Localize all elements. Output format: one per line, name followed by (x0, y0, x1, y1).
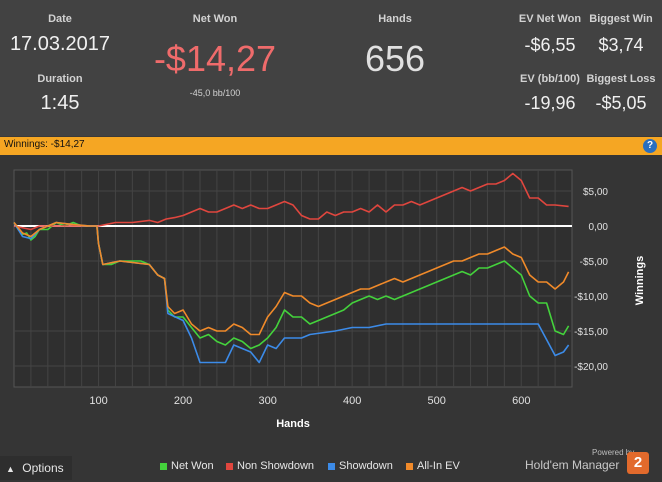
brand-logo-badge: 2 (627, 452, 649, 474)
y-tick-label: -$10,00 (574, 292, 608, 303)
options-button[interactable]: ▲ Options (0, 456, 72, 480)
legend-item-net-won[interactable]: Net Won (160, 460, 214, 472)
biggest-win-value: $3,74 (598, 35, 644, 55)
series-line-all-in-ev (13, 221, 570, 336)
x-tick-label: 400 (343, 395, 361, 407)
powered-by-text: Powered by (592, 448, 635, 457)
hands-value: 656 (364, 38, 426, 79)
y-axis-label: Winnings (634, 256, 646, 305)
legend-item-all-in-ev[interactable]: All-In EV (406, 460, 460, 472)
date-value: 17.03.2017 (9, 33, 111, 55)
x-tick-label: 500 (428, 395, 446, 407)
net-won-label: Net Won (192, 13, 238, 25)
ev-net-won-label: EV Net Won (518, 13, 582, 25)
stats-panel: Date 17.03.2017 Duration 1:45 Net Won -$… (0, 0, 662, 136)
legend-label-net-won: Net Won (171, 460, 214, 472)
y-tick-label: -$15,00 (574, 327, 608, 338)
winnings-bar: Winnings: -$14,27 ? (0, 137, 662, 155)
chevron-up-icon: ▲ (6, 464, 15, 474)
y-tick-label: $5,00 (583, 187, 608, 198)
brand-name: Hold'em Manager (525, 458, 620, 472)
y-tick-label: 0,00 (589, 222, 609, 233)
legend-swatch-net-won (160, 462, 167, 470)
legend-item-non-showdown[interactable]: Non Showdown (226, 460, 314, 472)
x-tick-label: 200 (174, 395, 192, 407)
biggest-loss-value: -$5,05 (595, 93, 647, 113)
winnings-chart-area: 100 200 300 400 500 600 $5,00 0,00 -$5,00 -$10,00… (0, 155, 662, 482)
date-label: Date (48, 13, 72, 25)
legend-swatch-showdown (328, 462, 335, 470)
options-label: Options (22, 461, 64, 475)
x-tick-label: 300 (258, 395, 276, 407)
net-won-value: -$14,27 (153, 38, 277, 79)
y-tick-label: -$20,00 (574, 362, 608, 373)
legend-label-showdown: Showdown (339, 460, 393, 472)
x-tick-label: 100 (89, 395, 107, 407)
winnings-chart: 100 200 300 400 500 600 $5,00 0,00 -$5,00 -$10,00… (13, 169, 646, 430)
biggest-loss-label: Biggest Loss (586, 73, 656, 85)
duration-value: 1:45 (40, 92, 80, 114)
x-tick-label: 600 (512, 395, 530, 407)
ev-bb100-label: EV (bb/100) (520, 73, 580, 85)
series-line-non-showdown (13, 172, 569, 231)
ev-bb100-value: -19,96 (524, 93, 576, 113)
hands-label: Hands (378, 13, 412, 25)
help-icon[interactable]: ? (643, 139, 657, 153)
legend-label-non-showdown: Non Showdown (237, 460, 315, 472)
x-axis-label: Hands (276, 418, 310, 430)
legend-swatch-all-in-ev (406, 462, 413, 470)
y-tick-label: -$5,00 (580, 257, 609, 268)
legend-label-all-in-ev: All-In EV (417, 460, 460, 472)
legend-swatch-non-showdown (226, 462, 233, 470)
legend-item-showdown[interactable]: Showdown (328, 460, 393, 472)
duration-label: Duration (37, 73, 83, 85)
winnings-title: Winnings: -$14,27 (4, 139, 85, 150)
plot-background (13, 169, 573, 388)
ev-net-won-value: -$6,55 (524, 35, 576, 55)
net-won-bb100: -45,0 bb/100 (189, 88, 241, 98)
biggest-win-label: Biggest Win (589, 13, 653, 25)
